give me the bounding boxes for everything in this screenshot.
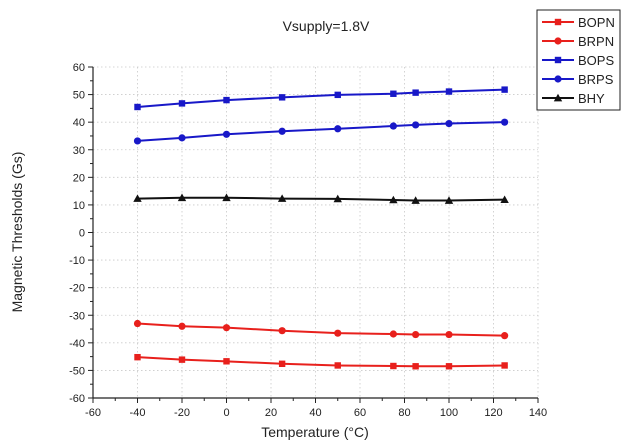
series-brps (133, 118, 509, 145)
data-point-bhy (500, 195, 509, 204)
grid (93, 66, 539, 398)
legend-label-brps: BRPS (578, 72, 614, 87)
x-tick-label: 60 (354, 407, 366, 419)
y-tick-label: 50 (73, 90, 85, 102)
legend-label-bops: BOPS (578, 53, 614, 68)
y-tick-label: -10 (69, 255, 85, 267)
data-point-bops (178, 100, 186, 107)
legend-item-bhy: BHY (542, 91, 605, 106)
y-tick-label: -50 (69, 365, 85, 377)
data-point-bopn (334, 362, 341, 369)
data-point-brpn (178, 322, 186, 330)
data-point-brpn (278, 327, 286, 335)
y-tick-label: 10 (73, 200, 85, 212)
legend-label-bhy: BHY (578, 91, 605, 106)
data-point-brps (133, 137, 142, 145)
x-tick-label: 100 (440, 407, 458, 419)
legend-marker-brps (554, 75, 562, 83)
series (133, 86, 509, 370)
x-tick-label: 80 (398, 407, 410, 419)
legend-label-brpn: BRPN (578, 34, 614, 49)
series-bhy (133, 193, 509, 204)
legend-marker-brpn (554, 37, 562, 45)
x-tick-label: -60 (85, 407, 101, 419)
legend-marker-bhy (553, 93, 563, 102)
data-point-bhy (222, 193, 231, 202)
data-point-bhy (177, 193, 187, 202)
data-point-bhy (411, 196, 420, 204)
legend-item-brpn: BRPN (542, 34, 614, 49)
data-point-brpn (222, 324, 231, 332)
legend-item-bopn: BOPN (542, 15, 615, 30)
y-tick-label: 40 (73, 117, 85, 129)
data-point-brps (501, 118, 509, 126)
data-point-bopn (134, 353, 141, 361)
legend-item-bops: BOPS (542, 53, 614, 68)
legend-marker-bopn (554, 18, 562, 26)
y-tick-label: -60 (69, 393, 85, 405)
x-tick-label: 140 (529, 407, 547, 419)
legend-marker-bops (554, 56, 562, 64)
series-bopn (134, 353, 508, 370)
data-point-bhy (133, 194, 142, 202)
data-point-bops (278, 94, 286, 101)
data-point-brpn (501, 332, 509, 340)
data-point-bhy (389, 195, 398, 204)
legend-item-brps: BRPS (542, 72, 614, 87)
legend: BOPN BRPN BOPS BRPS BHY (536, 9, 621, 111)
data-point-bops (134, 103, 141, 111)
x-tick-label: -40 (130, 407, 146, 419)
data-point-brps (412, 121, 420, 129)
data-point-bopn (501, 362, 508, 369)
data-point-brps (389, 122, 397, 130)
x-tick-label: -20 (174, 407, 190, 419)
data-point-brpn (334, 329, 342, 337)
data-point-bhy (277, 194, 287, 202)
y-tick-label: -30 (69, 310, 85, 322)
y-tick-label: 0 (79, 228, 85, 240)
y-tick-label: -40 (69, 338, 85, 350)
data-point-bops (390, 90, 397, 97)
data-point-bopn (178, 356, 186, 363)
y-tick-label: 30 (73, 145, 85, 157)
x-tick-label: 20 (265, 407, 277, 419)
data-point-brpn (389, 330, 397, 338)
y-tick-label: -20 (69, 283, 85, 295)
x-tick-label: 0 (223, 407, 229, 419)
data-point-bopn (278, 360, 286, 367)
x-axis-title: Temperature (°C) (261, 424, 369, 440)
data-point-bops (501, 86, 508, 93)
data-point-bopn (223, 358, 230, 365)
data-point-bopn (390, 362, 397, 370)
data-point-brps (278, 127, 286, 135)
axes: -60 -40 -20 0 20 40 60 80 100 120 140-60-50-40-30-… (69, 62, 547, 419)
data-point-brps (222, 130, 231, 138)
data-point-bopn (445, 363, 453, 370)
y-tick-label: 60 (73, 62, 85, 74)
data-point-bops (445, 88, 453, 95)
data-point-bopn (412, 363, 419, 370)
x-tick-label: 40 (309, 407, 321, 419)
data-point-bhy (444, 196, 454, 204)
chart-title: Vsupply=1.8V (283, 18, 370, 34)
legend-label-bopn: BOPN (578, 15, 615, 30)
data-point-brps (178, 134, 186, 142)
data-point-brps (334, 125, 342, 133)
series-bops (134, 86, 508, 111)
x-tick-label: 120 (484, 407, 502, 419)
series-brpn (133, 319, 509, 340)
data-point-bops (334, 91, 341, 99)
data-point-bhy (333, 194, 342, 203)
y-tick-label: 20 (73, 172, 85, 184)
y-axis-title: Magnetic Thresholds (Gs) (9, 152, 25, 313)
data-point-brpn (445, 330, 453, 339)
data-point-bops (223, 96, 230, 104)
data-point-brpn (412, 330, 420, 339)
data-point-brps (445, 119, 453, 128)
data-point-brpn (133, 319, 142, 328)
data-point-bops (412, 89, 419, 96)
